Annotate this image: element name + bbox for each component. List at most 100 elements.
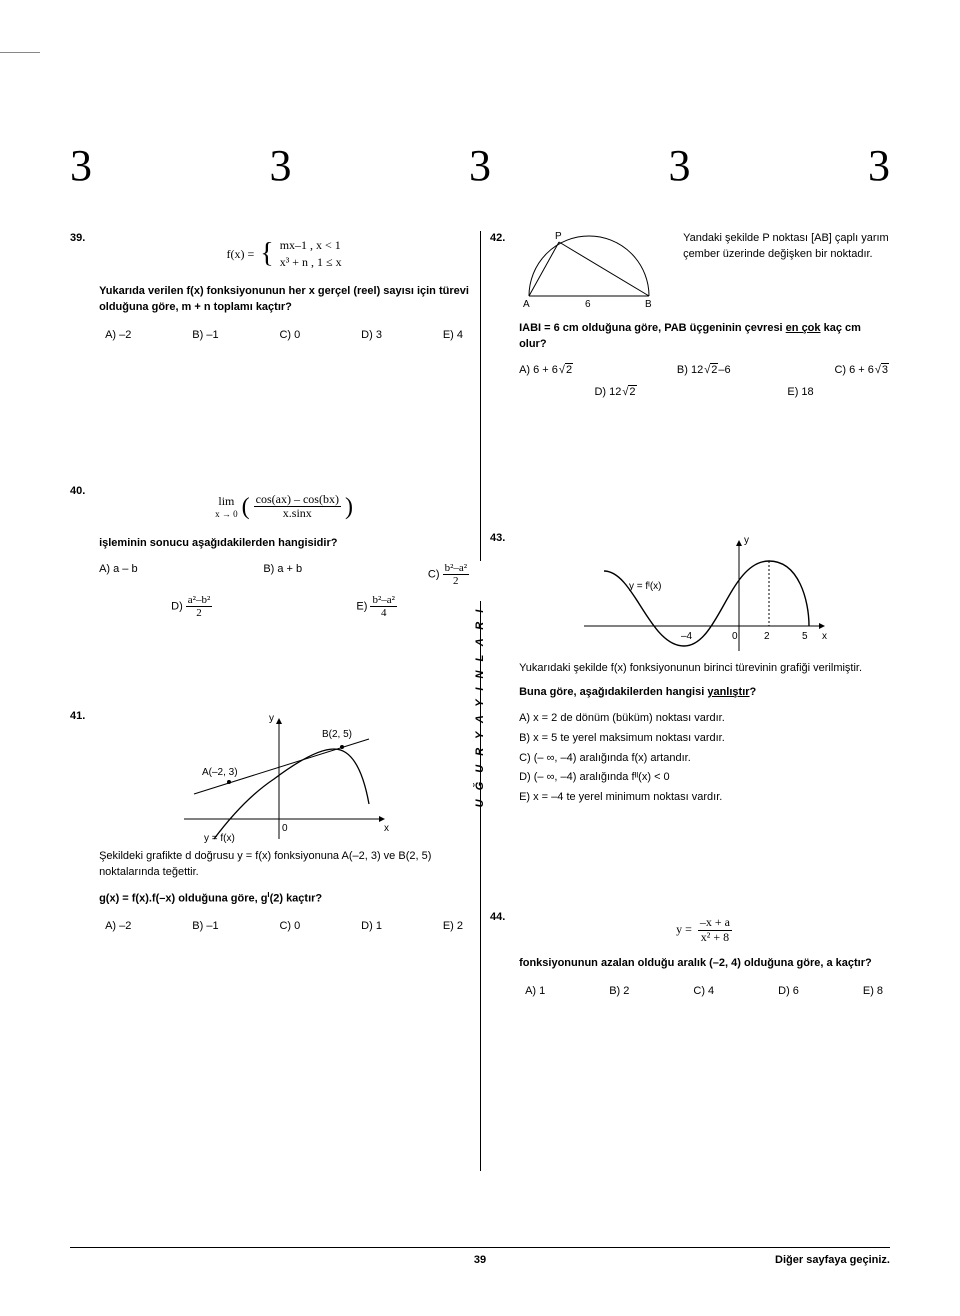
question-40: 40. lim x → 0 ( cos(ax) – cos(bx) x.sinx… <box>70 484 470 619</box>
header-digit: 3 <box>70 140 92 191</box>
next-page-hint: Diğer sayfaya geçiniz. <box>775 1254 890 1266</box>
option: E) x = –4 te yerel minimum noktası vardı… <box>519 790 889 806</box>
page-footer: 39 Diğer sayfaya geçiniz. <box>70 1247 890 1266</box>
point-b: B <box>645 299 652 310</box>
option: B) 122–6 <box>677 363 731 379</box>
svg-text:x: x <box>822 631 827 642</box>
option: B) 2 <box>609 984 629 1000</box>
option: C) 0 <box>279 919 300 935</box>
option: E) 4 <box>443 328 463 344</box>
point-b-label: B(2, 5) <box>322 729 352 740</box>
eq-den: x² + 8 <box>698 931 732 944</box>
lim-label: lim <box>218 494 234 508</box>
eq-num: –x + a <box>698 916 732 930</box>
option: E) 18 <box>787 385 813 401</box>
option: D) 1 <box>361 919 382 935</box>
question-text: fonksiyonunun azalan olduğu aralık (–2, … <box>519 956 889 972</box>
options: A) –2 B) –1 C) 0 D) 3 E) 4 <box>99 328 469 344</box>
header-digit: 3 <box>868 140 890 191</box>
question-text: Yukarıdaki şekilde f(x) fonksiyonunun bi… <box>519 661 889 677</box>
question-text: Şekildeki grafikte d doğrusu y = f(x) fo… <box>99 849 469 881</box>
option: A) –2 <box>105 328 131 344</box>
svg-text:0: 0 <box>732 631 738 642</box>
option: B) –1 <box>192 919 218 935</box>
question-41: 41. x y 0 <box>70 709 470 935</box>
svg-text:–4: –4 <box>681 631 693 642</box>
point-a-label: A(–2, 3) <box>202 767 238 778</box>
piecewise-1: mx–1 , x < 1 <box>280 238 341 252</box>
option: B) a + b <box>263 562 302 587</box>
question-text: g(x) = f(x).f(–x) olduğuna göre, gI(2) k… <box>99 889 469 908</box>
svg-text:2: 2 <box>764 631 770 642</box>
svg-text:x: x <box>384 823 389 834</box>
column-divider <box>480 231 481 561</box>
page-number: 39 <box>474 1254 486 1266</box>
question-39: 39. f(x) = { mx–1 , x < 1 x³ + n , 1 ≤ x… <box>70 231 470 344</box>
option: E) 2 <box>443 919 463 935</box>
option: A) 6 + 62 <box>519 363 573 379</box>
brace-icon: { <box>260 247 273 261</box>
question-number: 41. <box>70 709 96 725</box>
option: C) (– ∞, –4) aralığında f(x) artandır. <box>519 751 889 767</box>
question-number: 39. <box>70 231 96 247</box>
svg-text:5: 5 <box>802 631 808 642</box>
options: A) –2 B) –1 C) 0 D) 1 E) 2 <box>99 919 469 935</box>
header-digit: 3 <box>270 140 292 191</box>
svg-text:y: y <box>269 713 274 724</box>
side-text: Yandaki şekilde P noktası [AB] çaplı yar… <box>683 231 889 263</box>
piecewise-2: x³ + n , 1 ≤ x <box>280 255 342 269</box>
limit-denominator: x.sinx <box>254 507 341 520</box>
option: A) a – b <box>99 562 138 587</box>
page-edge-mark <box>0 52 40 53</box>
options: A) x = 2 de dönüm (büküm) noktası vardır… <box>519 711 889 807</box>
option: D) 6 <box>778 984 799 1000</box>
graph-q41: x y 0 A(–2, 3) B(2, 5) y = f(x) <box>174 709 394 849</box>
header-digit: 3 <box>469 140 491 191</box>
length-6: 6 <box>585 299 591 310</box>
limit-numerator: cos(ax) – cos(bx) <box>254 493 341 507</box>
question-44: 44. y = –x + a x² + 8 fonksiyonunun azal… <box>490 910 890 999</box>
options: A) 6 + 62 B) 122–6 C) 6 + 63 D) 122 E) 1… <box>519 363 889 401</box>
paren-icon: ( <box>242 490 250 525</box>
header: 3 3 3 3 3 <box>70 140 890 191</box>
option: C) b²–a²2 <box>428 562 469 587</box>
option: D) 3 <box>361 328 382 344</box>
question-number: 40. <box>70 484 96 500</box>
question-42: 42. P A B 6 Yandaki şekild <box>490 231 890 401</box>
eq-lhs: y = <box>676 921 692 938</box>
option: D) a²–b²2 <box>171 594 212 619</box>
paren-icon: ) <box>345 490 353 525</box>
publisher-spine: U Ğ U R Y A Y I N L A R I <box>474 607 486 808</box>
question-text: Buna göre, aşağıdakilerden hangisi yanlı… <box>519 685 889 701</box>
option: C) 4 <box>693 984 714 1000</box>
curve-label: y = f(x) <box>204 833 235 844</box>
fx-label: f(x) = <box>226 246 254 263</box>
options: A) a – b B) a + b C) b²–a²2 D) a²–b²2 <box>99 562 469 618</box>
question-text: IABI = 6 cm olduğuna göre, PAB üçgeninin… <box>519 321 889 353</box>
point-a: A <box>523 299 530 310</box>
option: A) x = 2 de dönüm (büküm) noktası vardır… <box>519 711 889 727</box>
option: E) 8 <box>863 984 883 1000</box>
question-43: 43. x y –4 0 2 <box>490 531 890 811</box>
option: B) x = 5 te yerel maksimum noktası vardı… <box>519 731 889 747</box>
option: C) 6 + 63 <box>834 363 889 379</box>
svg-text:y: y <box>744 535 749 546</box>
option: C) 0 <box>279 328 300 344</box>
option: B) –1 <box>192 328 218 344</box>
option: D) (– ∞, –4) aralığında fᴵᴵ(x) < 0 <box>519 770 889 786</box>
question-number: 44. <box>490 910 516 926</box>
option: A) 1 <box>525 984 545 1000</box>
option: A) –2 <box>105 919 131 935</box>
graph-q43: x y –4 0 2 5 y = fᴵ(x) <box>574 531 834 661</box>
question-number: 42. <box>490 231 516 247</box>
curve-label: y = fᴵ(x) <box>629 581 662 592</box>
point-p: P <box>555 231 562 242</box>
svg-text:0: 0 <box>282 823 288 834</box>
graph-q42: P A B 6 <box>519 231 669 311</box>
header-digit: 3 <box>669 140 691 191</box>
question-text: işleminin sonucu aşağıdakilerden hangisi… <box>99 536 469 552</box>
lim-sub: x → 0 <box>215 509 238 519</box>
options: A) 1 B) 2 C) 4 D) 6 E) 8 <box>519 984 889 1000</box>
question-number: 43. <box>490 531 516 547</box>
question-text: Yukarıda verilen f(x) fonksiyonunun her … <box>99 284 469 316</box>
